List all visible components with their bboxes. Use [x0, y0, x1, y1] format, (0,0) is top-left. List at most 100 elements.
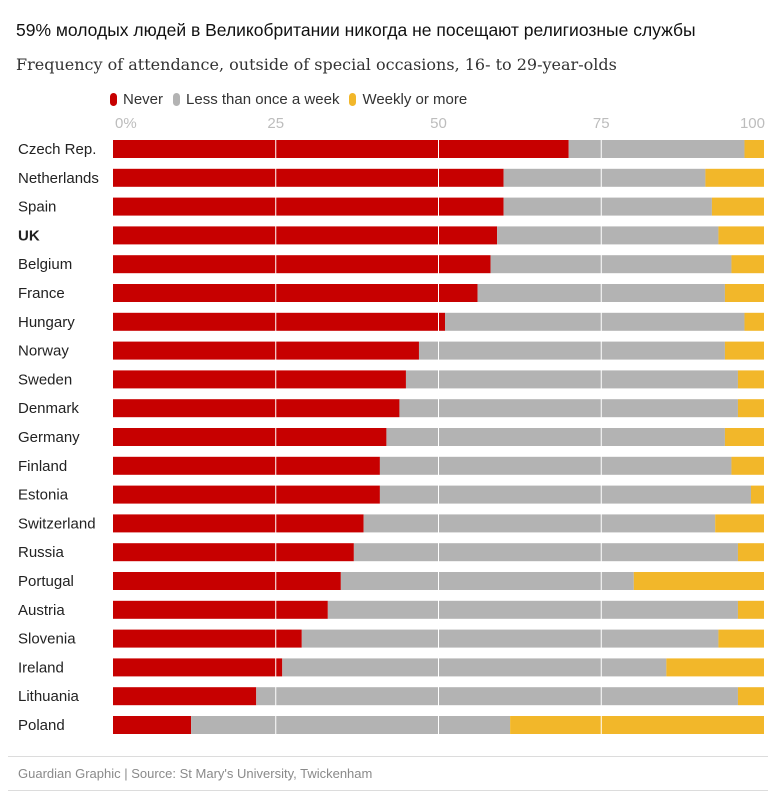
bar-segment-never [113, 687, 257, 706]
bar-segment-less [568, 140, 745, 158]
bar-segment-never [113, 312, 446, 331]
bar-segment-never [113, 399, 400, 418]
bar-segment-less [418, 341, 725, 360]
bar-segment-weekly [750, 485, 764, 504]
bar-segment-less [191, 716, 511, 734]
footer-rule [8, 756, 768, 757]
bar-segment-weekly [744, 312, 764, 331]
x-tick-label: 100 [740, 115, 765, 132]
chart-subtitle: Frequency of attendance, outside of spec… [16, 55, 617, 74]
bar-segment-less [363, 514, 716, 533]
bar-segment-weekly [724, 428, 764, 446]
bar-segment-less [379, 485, 751, 504]
bar-segment-never [113, 456, 380, 475]
bar-segment-less [327, 600, 738, 619]
bar-segment-never [113, 600, 328, 619]
legend-item-weekly: Weekly or more [349, 91, 467, 108]
bottom-rule [8, 790, 768, 791]
bar-segment-weekly [737, 600, 764, 619]
bar-segment-never [113, 428, 387, 446]
x-tick-label: 50 [430, 115, 447, 132]
bar-segment-less [340, 572, 634, 590]
bar-segment-weekly [510, 716, 764, 734]
bar-segment-weekly [705, 168, 764, 187]
category-label: Denmark [18, 400, 79, 417]
bar-segment-never [113, 370, 406, 389]
bar-segment-never [113, 140, 569, 158]
legend-swatch-weekly [349, 93, 357, 106]
category-label: UK [18, 227, 40, 244]
bar-segment-never [113, 629, 302, 648]
bar-segment-less [503, 197, 712, 216]
bar-segment-less [282, 658, 667, 677]
bar-segment-never [113, 485, 380, 504]
bar-segment-less [256, 687, 738, 706]
bar-segment-never [113, 168, 504, 187]
stacked-bar-chart: 0% 25 50 75 100 Czech Rep. Netherlands Spain UK B… [18, 115, 765, 734]
category-label: Netherlands [18, 170, 99, 187]
bar-segment-less [386, 428, 725, 446]
bar-segment-less [405, 370, 738, 389]
legend-item-less: Less than once a week [173, 91, 339, 108]
bar-segment-weekly [744, 140, 764, 158]
bar-segment-weekly [633, 572, 764, 590]
bar-segment-never [113, 514, 364, 533]
legend: Never Less than once a week Weekly or mo… [110, 91, 477, 108]
category-label: Estonia [18, 487, 69, 504]
category-label: Hungary [18, 314, 75, 331]
category-label: Germany [18, 429, 80, 446]
bar-segment-less [379, 456, 732, 475]
bar-segment-weekly [666, 658, 764, 677]
bar-segment-never [113, 226, 498, 245]
bar-segment-never [113, 658, 283, 677]
bar-segment-less [497, 226, 719, 245]
bar-segment-never [113, 572, 341, 590]
bar-segment-weekly [718, 629, 764, 648]
bar-segment-never [113, 255, 491, 274]
legend-label-weekly: Weekly or more [362, 91, 468, 108]
bar-segment-less [399, 399, 738, 418]
bar-segment-weekly [724, 341, 764, 360]
top-rule [8, 0, 775, 2]
category-label: Portugal [18, 573, 74, 590]
bar-segment-never [113, 716, 192, 734]
bar-segment-weekly [737, 543, 764, 562]
category-label: Russia [18, 544, 65, 561]
category-label: Sweden [18, 371, 72, 388]
category-label: Slovenia [18, 631, 76, 648]
bar-segment-never [113, 543, 354, 562]
bar-segment-never [113, 284, 478, 302]
bar-segment-less [301, 629, 719, 648]
bar-segment-weekly [718, 226, 764, 245]
category-label: Norway [18, 343, 69, 360]
legend-swatch-less [173, 93, 181, 106]
bar-segment-weekly [731, 255, 764, 274]
category-label: Finland [18, 458, 67, 475]
category-label: Austria [18, 602, 65, 619]
category-label: Lithuania [18, 688, 80, 705]
category-label: Ireland [18, 659, 64, 676]
bar-segment-never [113, 341, 419, 360]
bar-segment-less [490, 255, 732, 274]
legend-label-less: Less than once a week [186, 91, 340, 108]
x-tick-label: 0% [115, 115, 137, 132]
x-tick-label: 75 [593, 115, 610, 132]
legend-label-never: Never [123, 91, 164, 108]
category-label: France [18, 285, 65, 302]
bar-segment-weekly [724, 284, 764, 302]
bar-segment-weekly [737, 687, 764, 706]
category-label: Switzerland [18, 515, 96, 532]
bar-segment-weekly [737, 399, 764, 418]
legend-item-never: Never [110, 91, 163, 108]
bar-segment-weekly [711, 197, 764, 216]
bar-segment-less [445, 312, 745, 331]
source-credit: Guardian Graphic | Source: St Mary's Uni… [18, 766, 373, 781]
bar-segment-weekly [715, 514, 764, 533]
bar-segment-weekly [731, 456, 764, 475]
category-label: Spain [18, 199, 56, 216]
bar-segment-less [353, 543, 738, 562]
bar-segment-never [113, 197, 504, 216]
bar-segment-weekly [737, 370, 764, 389]
category-label: Poland [18, 717, 65, 734]
x-tick-label: 25 [267, 115, 284, 132]
